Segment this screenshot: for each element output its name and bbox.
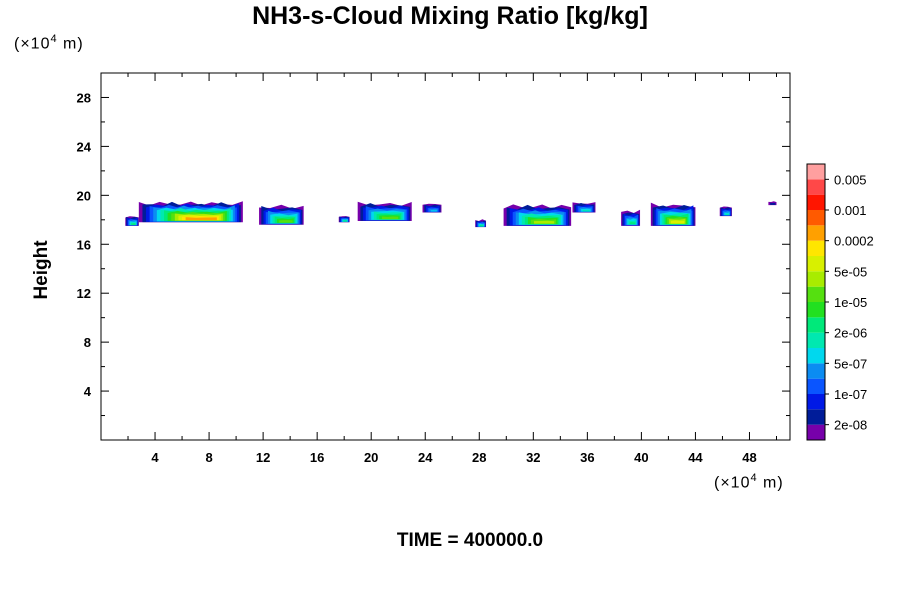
colorbar-swatch bbox=[807, 332, 825, 348]
cloud-contour bbox=[582, 209, 590, 212]
x-tick-label: 24 bbox=[418, 450, 433, 465]
colorbar: 2e-08 1e-07 5e-07 2e-06 1e-05 5e-05 0.0002 0.00… bbox=[806, 163, 874, 441]
cloud bbox=[650, 202, 696, 226]
cloud-contour bbox=[770, 202, 776, 205]
colorbar-swatch bbox=[807, 271, 825, 287]
colorbar-swatch bbox=[807, 409, 825, 425]
cloud bbox=[768, 201, 777, 206]
time-annotation: TIME = 400000.0 bbox=[396, 530, 544, 551]
y-tick-label: 20 bbox=[77, 188, 91, 203]
cloud bbox=[259, 204, 304, 225]
cloud bbox=[125, 216, 139, 226]
colorbar-swatch bbox=[807, 424, 825, 440]
x-tick-label: 48 bbox=[742, 450, 756, 465]
colorbar-swatch bbox=[807, 302, 825, 318]
colorbar-swatch bbox=[807, 286, 825, 302]
cloud bbox=[719, 206, 732, 217]
x-tick-label: 8 bbox=[205, 450, 212, 465]
cloud-contour bbox=[431, 210, 437, 212]
colorbar-swatch bbox=[807, 256, 825, 272]
cloud-contour bbox=[131, 223, 136, 225]
cloud bbox=[138, 201, 243, 223]
cloud bbox=[503, 204, 572, 226]
colorbar-swatch bbox=[807, 225, 825, 241]
y-tick-label: 16 bbox=[77, 237, 91, 252]
cloud-contour bbox=[533, 220, 555, 224]
cloud bbox=[422, 203, 442, 213]
y-axis-unit: (×104 m) bbox=[14, 33, 84, 53]
chart-title: NH3-s-Cloud Mixing Ratio [kg/kg] bbox=[252, 2, 648, 30]
colorbar-swatch bbox=[807, 317, 825, 333]
cloud-contour bbox=[185, 217, 217, 221]
colorbar-label: 0.005 bbox=[834, 172, 867, 187]
x-tick-label: 12 bbox=[256, 450, 270, 465]
colorbar-label: 5e-07 bbox=[834, 356, 867, 371]
cloud-contour bbox=[382, 216, 399, 220]
cloud-contour bbox=[670, 220, 685, 224]
colorbar-label: 1e-07 bbox=[834, 387, 867, 402]
cloud bbox=[572, 202, 596, 213]
x-tick-label: 28 bbox=[472, 450, 486, 465]
cloud bbox=[475, 219, 487, 228]
colorbar-label: 1e-05 bbox=[834, 295, 867, 310]
cloud-field bbox=[125, 201, 777, 228]
colorbar-label: 5e-05 bbox=[834, 264, 867, 279]
colorbar-swatch bbox=[807, 348, 825, 364]
cloud-contour bbox=[480, 225, 484, 227]
colorbar-swatch bbox=[807, 164, 825, 180]
x-tick-label: 36 bbox=[580, 450, 594, 465]
colorbar-label: 2e-06 bbox=[834, 326, 867, 341]
x-tick-label: 4 bbox=[151, 450, 159, 465]
colorbar-swatch bbox=[807, 240, 825, 256]
colorbar-swatch bbox=[807, 179, 825, 195]
cloud bbox=[621, 209, 641, 226]
cloud-contour bbox=[343, 220, 347, 222]
cloud-contour bbox=[279, 220, 293, 223]
colorbar-label: 0.001 bbox=[834, 203, 867, 218]
colorbar-label: 2e-08 bbox=[834, 418, 867, 433]
colorbar-swatch bbox=[807, 394, 825, 410]
y-tick-label: 24 bbox=[77, 139, 92, 154]
y-tick-label: 12 bbox=[77, 286, 91, 301]
cloud bbox=[338, 216, 350, 223]
x-tick-label: 32 bbox=[526, 450, 540, 465]
x-tick-label: 40 bbox=[634, 450, 648, 465]
y-tick-label: 28 bbox=[77, 90, 91, 105]
colorbar-label: 0.0002 bbox=[834, 234, 874, 249]
colorbar-swatch bbox=[807, 363, 825, 379]
colorbar-swatch bbox=[807, 210, 825, 226]
x-tick-label: 20 bbox=[364, 450, 378, 465]
colorbar-swatch bbox=[807, 194, 825, 210]
y-tick-label: 4 bbox=[84, 384, 92, 399]
cloud-contour bbox=[725, 213, 729, 216]
x-tick-label: 16 bbox=[310, 450, 324, 465]
colorbar-swatch bbox=[807, 378, 825, 394]
cloud bbox=[357, 201, 412, 222]
x-tick-label: 44 bbox=[688, 450, 703, 465]
x-axis-unit: (×104 m) bbox=[714, 472, 784, 492]
cloud-contour bbox=[629, 222, 636, 225]
y-tick-label: 8 bbox=[84, 335, 91, 350]
plot-frame bbox=[100, 72, 791, 441]
